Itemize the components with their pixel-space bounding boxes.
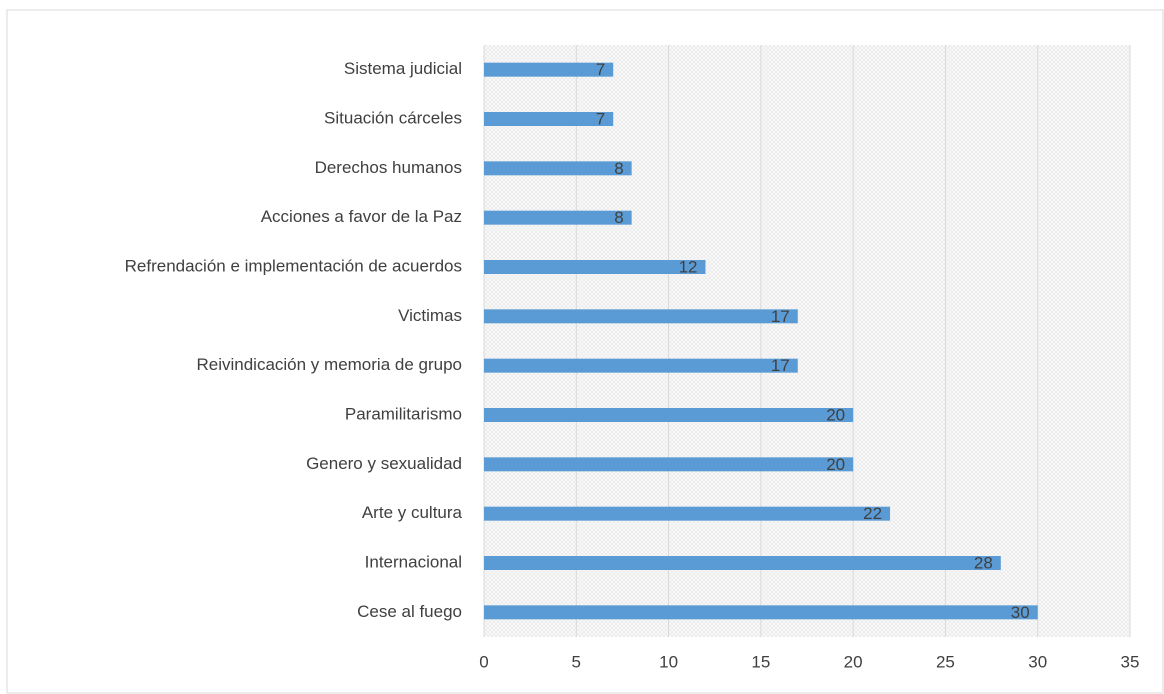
bar — [484, 260, 706, 274]
plot-area — [484, 45, 1130, 637]
y-tick-label: Arte y cultura — [362, 503, 463, 522]
y-tick-label: Situación cárceles — [324, 108, 462, 127]
data-label: 8 — [614, 159, 623, 178]
bar — [484, 210, 632, 225]
data-label: 28 — [974, 553, 993, 572]
y-tick-label: Paramilitarismo — [345, 404, 462, 423]
y-tick-label: Victimas — [398, 306, 462, 325]
bar — [484, 309, 798, 324]
bar — [484, 457, 854, 472]
bar — [484, 62, 614, 77]
y-tick-label: Cese al fuego — [357, 602, 462, 621]
bar — [484, 358, 798, 373]
y-tick-label: Derechos humanos — [315, 158, 462, 177]
data-label: 12 — [679, 257, 698, 276]
x-tick-label: 10 — [659, 652, 678, 671]
y-tick-label: Sistema judicial — [344, 59, 462, 78]
data-label: 20 — [826, 405, 845, 424]
data-label: 7 — [596, 109, 605, 128]
bar — [484, 605, 1038, 620]
data-label: 22 — [863, 504, 882, 523]
x-tick-label: 0 — [479, 652, 488, 671]
bar — [484, 556, 1001, 570]
y-tick-label: Reivindicación y memoria de grupo — [196, 355, 462, 374]
data-label: 17 — [771, 356, 790, 375]
x-tick-label: 15 — [751, 652, 770, 671]
data-label: 20 — [826, 455, 845, 474]
y-tick-label: Refrendación e implementación de acuerdo… — [125, 256, 462, 275]
bar — [484, 506, 891, 521]
y-tick-label: Internacional — [365, 552, 462, 571]
data-label: 7 — [596, 60, 605, 79]
bar — [484, 408, 854, 422]
y-tick-label: Genero y sexualidad — [306, 454, 462, 473]
data-label: 17 — [771, 307, 790, 326]
bar — [484, 112, 614, 126]
x-tick-label: 30 — [1028, 652, 1047, 671]
x-tick-label: 5 — [572, 652, 581, 671]
y-tick-label: Acciones a favor de la Paz — [261, 207, 462, 226]
data-label: 30 — [1011, 603, 1030, 622]
chart-frame — [6, 9, 1164, 694]
data-label: 8 — [614, 208, 623, 227]
x-tick-label: 25 — [936, 652, 955, 671]
bar — [484, 161, 632, 176]
x-tick-label: 20 — [844, 652, 863, 671]
x-tick-label: 35 — [1121, 652, 1140, 671]
